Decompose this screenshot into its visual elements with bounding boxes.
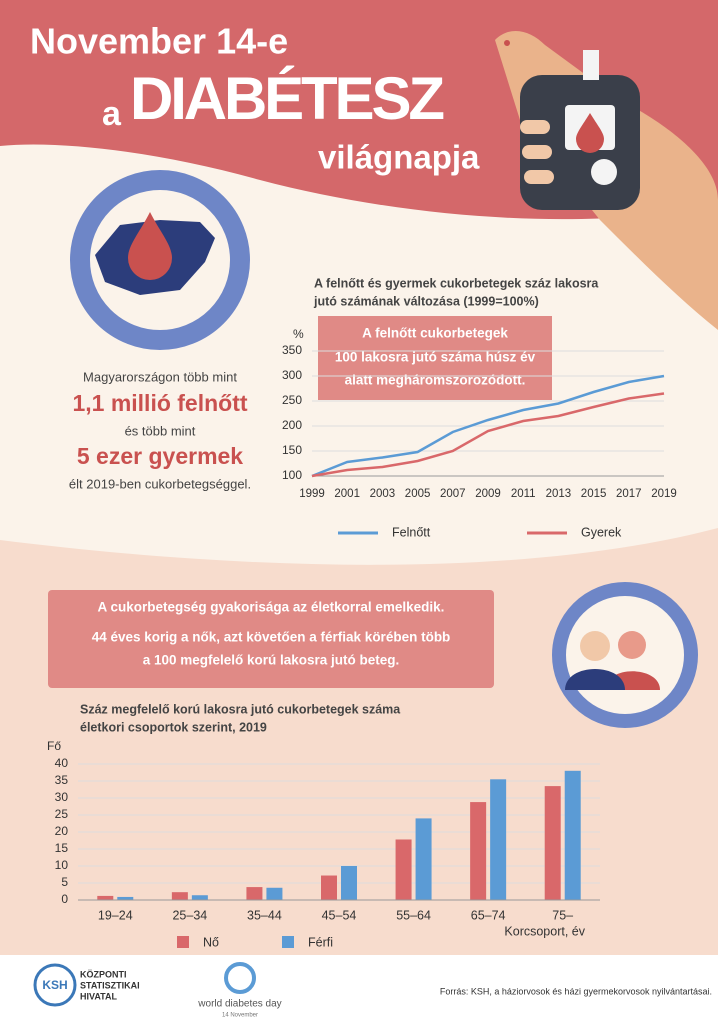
y-tick-label: 300 (282, 368, 302, 382)
title-line: November 14-e (30, 21, 288, 62)
y-tick-label: 350 (282, 343, 302, 357)
ksh-logo: KSH KÖZPONTI STATISZTIKAI HIVATAL (33, 963, 140, 1007)
legend-label: Férfi (308, 935, 333, 949)
y-tick-label: 35 (55, 773, 69, 787)
legend-swatch (282, 936, 294, 948)
y-tick-label: 200 (282, 418, 302, 432)
x-tick-label: 35–44 (247, 908, 282, 922)
x-tick-label: 1999 (299, 488, 325, 500)
source-note: Forrás: KSH, a háziorvosok és házi gyerm… (440, 986, 712, 996)
callout-text: 100 lakosra jutó száma húsz év (335, 350, 536, 365)
y-tick-label: 5 (61, 875, 68, 889)
bar (117, 896, 134, 900)
data-line (311, 392, 665, 478)
callout-text: 44 éves korig a nők, azt követően a férf… (92, 630, 451, 645)
x-tick-label: 2005 (405, 488, 431, 500)
y-tick-label: 40 (55, 756, 69, 770)
y-tick-label: 20 (55, 824, 69, 838)
y-tick-label: 30 (55, 790, 69, 804)
bar (395, 839, 412, 900)
bar (544, 786, 561, 900)
bar (415, 818, 432, 900)
x-tick-label: 2013 (546, 488, 572, 500)
bar (341, 866, 357, 900)
footer-band (0, 955, 718, 1024)
x-tick-label: 25–34 (172, 908, 207, 922)
legend-label: Gyerek (581, 525, 622, 539)
logo-text: KSH (42, 978, 67, 992)
stat-text: és több mint (125, 423, 196, 438)
legend-swatch (177, 936, 189, 948)
data-line (311, 374, 665, 478)
chart-title: életkori csoportok szerint, 2019 (80, 720, 267, 734)
chart-title: jutó számának változása (1999=100%) (313, 294, 539, 308)
y-tick-label: 15 (55, 841, 69, 855)
stat-text: Magyarországon több mint (83, 369, 237, 384)
bar (97, 895, 114, 900)
stat-text: élt 2019-ben cukorbetegséggel. (69, 476, 251, 491)
x-tick-label: 65–74 (471, 908, 506, 922)
legend-label: Felnőtt (392, 525, 431, 539)
y-tick-label: 0 (61, 892, 68, 906)
legend-label: Nő (203, 935, 219, 949)
y-axis-label: % (293, 327, 304, 341)
y-tick-label: 100 (282, 468, 302, 482)
hungary-icon (70, 170, 250, 350)
bar (490, 779, 507, 900)
bar (321, 875, 337, 900)
x-tick-label: 2007 (440, 488, 466, 500)
y-axis-label: Fő (47, 739, 61, 753)
stat-highlight: 5 ezer gyermek (77, 443, 243, 469)
logo-text: HIVATAL (80, 991, 117, 1001)
callout-box (48, 590, 494, 688)
y-tick-label: 150 (282, 443, 302, 457)
logo-text: STATISZTIKAI (80, 980, 140, 990)
chart-title: Száz megfelelő korú lakosra jutó cukorbe… (80, 702, 401, 716)
bar (266, 887, 283, 900)
x-axis-label: Korcsoport, év (504, 924, 585, 938)
x-tick-label: 2019 (651, 488, 677, 500)
people-icon (552, 582, 698, 728)
x-tick-label: 2001 (334, 488, 360, 500)
logo-text: 14 November (222, 1013, 258, 1019)
x-tick-label: 55–64 (396, 908, 431, 922)
y-tick-label: 25 (55, 807, 69, 821)
bar (246, 887, 263, 900)
bar (470, 802, 487, 900)
stat-highlight: 1,1 millió felnőtt (72, 390, 247, 416)
callout-text: a 100 megfelelő korú lakosra jutó beteg. (143, 653, 400, 668)
y-tick-label: 250 (282, 393, 302, 407)
title-line: világnapja (318, 139, 480, 176)
bar (171, 892, 188, 900)
x-tick-label: 2003 (370, 488, 396, 500)
chart-title: A felnőtt és gyermek cukorbetegek száz l… (314, 276, 599, 290)
x-tick-label: 2011 (511, 488, 536, 500)
x-tick-label: 75– (552, 908, 573, 922)
callout-text: A cukorbetegség gyakorisága az életkorra… (98, 600, 445, 615)
title-main: DIABÉTESZ (130, 65, 445, 132)
bar (564, 770, 581, 900)
callout-text: alatt megháromszorozódott. (345, 373, 526, 388)
callout-text: A felnőtt cukorbetegek (362, 326, 508, 341)
x-tick-label: 2009 (475, 488, 501, 500)
wdd-logo: world diabetes day 14 November (197, 962, 282, 1019)
x-tick-label: 19–24 (98, 908, 133, 922)
title-prefix: a (102, 95, 122, 133)
callout-box (318, 316, 552, 400)
logo-text: KÖZPONTI (80, 969, 127, 979)
glucometer-illustration (495, 30, 718, 331)
logo-text: world diabetes day (197, 999, 281, 1010)
y-tick-label: 10 (55, 858, 69, 872)
x-tick-label: 45–54 (322, 908, 357, 922)
bar (191, 895, 208, 900)
x-tick-label: 2017 (616, 488, 642, 500)
x-tick-label: 2015 (581, 488, 607, 500)
